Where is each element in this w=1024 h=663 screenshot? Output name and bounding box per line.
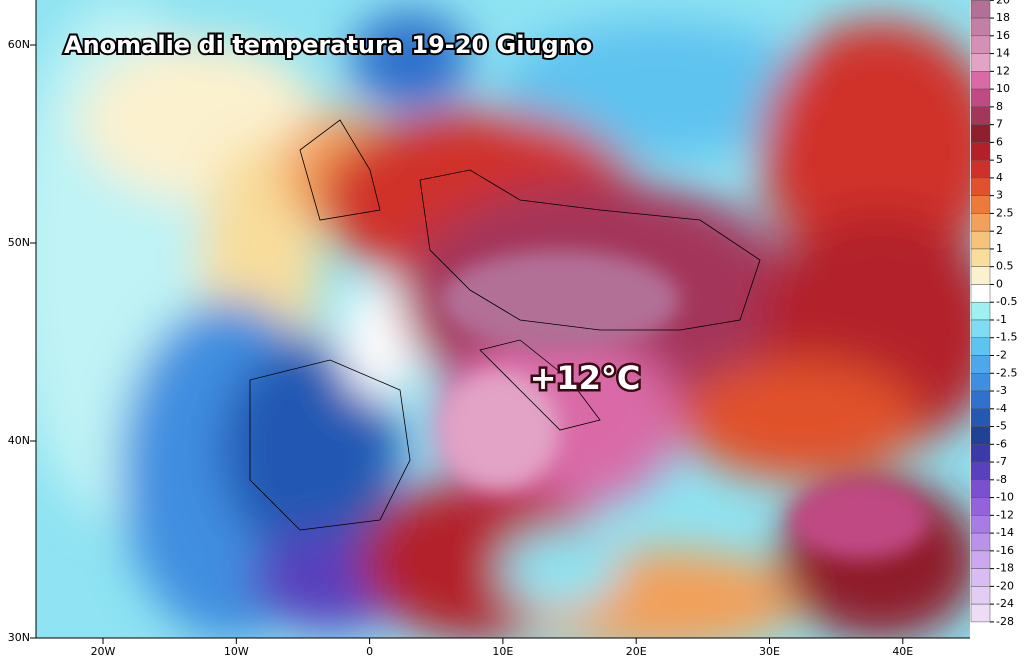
colorbar-swatch [970,408,991,427]
colorbar-swatch [970,177,991,196]
colorbar-swatch [970,71,991,90]
colorbar-swatch [970,106,991,125]
colorbar-label: 6 [996,135,1003,148]
colorbar-label: 16 [996,29,1010,42]
colorbar-swatch [970,124,991,143]
lon-label: 30E [759,645,780,658]
colorbar-swatch [970,444,991,463]
colorbar-label: 12 [996,64,1010,77]
colorbar-swatch [970,88,991,108]
axes: 60N 50N 40N 30N 20W 10W 0 10E 20E 30E 40E [8,38,914,658]
colorbar-swatch [970,532,991,552]
lat-label: 60N [8,38,30,51]
lon-label: 40E [892,645,913,658]
lon-label: 10E [492,645,513,658]
colorbar-label: -3 [996,384,1007,397]
colorbar-label: 20 [996,0,1010,6]
colorbar-label: 10 [996,82,1010,95]
lon-label: 20W [91,645,116,658]
lon-label: 0 [366,645,373,658]
colorbar-label: -20 [996,579,1014,592]
lat-label: 30N [8,631,30,644]
colorbar-swatch [970,515,991,534]
colorbar-label: -24 [996,597,1014,610]
colorbar-label: -1.5 [996,331,1017,344]
map-title: Anomalie di temperatura 19-20 Giugno [64,31,592,59]
colorbar-swatch [970,266,991,285]
colorbar-label: 4 [996,171,1003,184]
colorbar-label: -2.5 [996,366,1017,379]
colorbar-label: -6 [996,437,1007,450]
colorbar-label: -12 [996,508,1014,521]
colorbar-swatch [970,142,991,161]
colorbar-swatch [970,195,991,214]
lat-label: 40N [8,434,30,447]
colorbar-label: 8 [996,100,1003,113]
colorbar-label: -5 [996,420,1007,433]
colorbar-swatch [970,301,991,321]
colorbar-label: 0.5 [996,260,1014,273]
colorbar-label: 1 [996,242,1003,255]
anomaly-annotation: +12°C [530,359,641,397]
colorbar-label: 0 [996,277,1003,290]
colorbar-label: -16 [996,544,1014,557]
lon-label: 10W [224,645,249,658]
colorbar-swatch [970,159,991,179]
colorbar-label: -18 [996,562,1014,575]
colorbar-label: 5 [996,153,1003,166]
colorbar-label: -10 [996,491,1014,504]
colorbar-swatch [970,461,991,481]
colorbar-swatch [970,213,991,232]
lat-label: 50N [8,236,30,249]
colorbar-swatch [970,284,991,303]
colorbar-swatch [970,17,991,37]
colorbar-label: -8 [996,473,1007,486]
colorbar-swatch [970,0,991,19]
colorbar-label: 14 [996,47,1010,60]
colorbar-swatch [970,53,991,72]
colorbar-label: -14 [996,526,1014,539]
colorbar-label: -0.5 [996,295,1017,308]
colorbar-swatch [970,568,991,587]
colorbar-label: -1 [996,313,1007,326]
colorbar-swatch [970,426,991,445]
colorbar-label: 2 [996,224,1003,237]
colorbar-swatch [970,230,991,250]
colorbar-swatch [970,35,991,54]
colorbar-label: -2 [996,349,1007,362]
colorbar-swatch [970,586,991,605]
colorbar-swatch [970,373,991,392]
colorbar-swatch [970,337,991,356]
colorbar-label: 18 [996,11,1010,24]
colorbar-label: -28 [996,615,1014,628]
colorbar-label: 2.5 [996,206,1014,219]
colorbar-swatch [970,550,991,569]
colorbar-swatch [970,390,991,410]
colorbar-label: 7 [996,118,1003,131]
lon-label: 20E [626,645,647,658]
colorbar-swatch [970,248,991,267]
colorbar-swatch [970,355,991,374]
colorbar-swatch [970,603,991,623]
colorbar-label: -7 [996,455,1007,468]
colorbar-label: -4 [996,402,1007,415]
colorbar-swatch [970,479,991,498]
anomaly-field [36,0,970,638]
colorbar-label: 3 [996,189,1003,202]
colorbar: 20 18 16 14 12 10 8 7 6 5 4 3 2.5 2 1 0.5 0 -0.5 -1 -1.5 -2 -… [970,0,1017,628]
colorbar-swatch [970,319,991,338]
colorbar-swatch [970,497,991,516]
